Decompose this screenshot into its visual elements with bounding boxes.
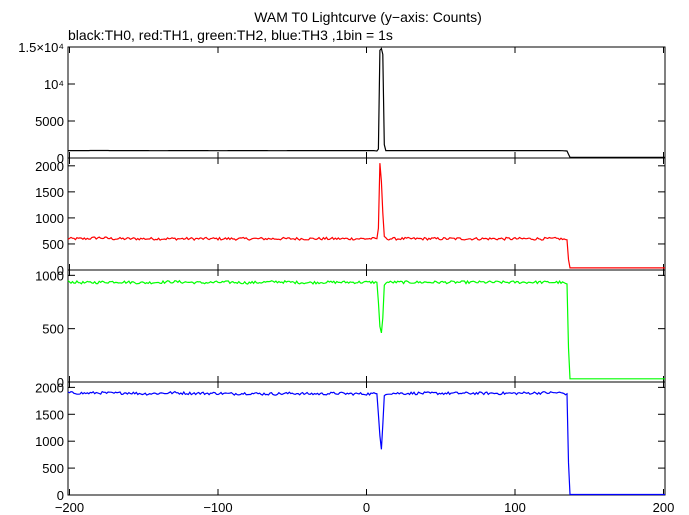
panel-th2: 1000 500 0	[35, 268, 666, 390]
panel-frame	[67, 46, 666, 159]
y-tick-label: 10⁴	[44, 77, 64, 92]
x-tick-label: −200	[55, 500, 84, 515]
y-tick-label: 5000	[35, 114, 64, 129]
x-tick-label: 0	[363, 500, 370, 515]
y-tick-label: 1000	[35, 211, 64, 226]
y-tick-label: 1500	[35, 407, 64, 422]
y-tick-label: 0	[57, 263, 64, 278]
y-tick-label: 2000	[35, 380, 64, 395]
series-line-th1	[67, 163, 665, 269]
series-line-th2	[67, 279, 665, 380]
series-line-th3	[67, 390, 665, 496]
x-tick-label: −100	[203, 500, 232, 515]
y-tick-label: 500	[42, 237, 64, 252]
panel-th0: 1.5×10⁴ 10⁴ 5000 0	[18, 40, 666, 166]
x-axis: −200 −100 0 100 200	[55, 500, 675, 515]
y-tick-label: 2000	[35, 159, 64, 174]
chart-title: WAM T0 Lightcurve (y−axis: Counts)	[254, 9, 482, 25]
y-tick-label: 0	[57, 151, 64, 166]
panel-frame	[67, 381, 666, 496]
y-tick-label: 0	[57, 488, 64, 503]
x-tick-label: 200	[653, 500, 675, 515]
chart-subtitle: black:TH0, red:TH1, green:TH2, blue:TH3 …	[68, 27, 393, 43]
y-tick-label: 1000	[35, 434, 64, 449]
y-tick-label: 1500	[35, 185, 64, 200]
panel-th3: 2000 1500 1000 500 0	[35, 380, 666, 503]
panel-frame	[67, 157, 666, 271]
y-tick-label: 500	[42, 461, 64, 476]
series-line-th0	[68, 47, 665, 158]
panels-group: 1.5×10⁴10⁴500002000150010005000100050002…	[18, 40, 666, 503]
y-tick-label: 500	[42, 322, 64, 337]
y-tick-label: 1.5×10⁴	[18, 40, 64, 55]
panel-frame	[67, 269, 666, 383]
panel-th1: 2000 1500 1000 500 0	[35, 157, 666, 278]
y-tick-label: 1000	[35, 268, 64, 283]
y-tick-label: 0	[57, 375, 64, 390]
x-tick-label: 100	[504, 500, 526, 515]
